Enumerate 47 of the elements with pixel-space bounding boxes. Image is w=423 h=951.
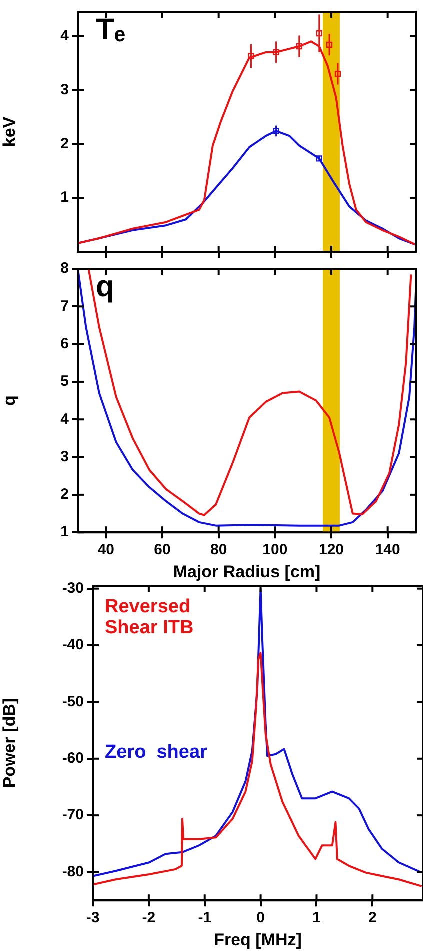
y-tick-label: 7	[60, 298, 69, 315]
point	[334, 70, 342, 78]
x-tick-label: -3	[86, 910, 100, 927]
y-tick-label: 6	[60, 335, 69, 352]
x-tick-label: 2	[368, 910, 377, 927]
x-tick-label: -2	[142, 910, 156, 927]
y-tick-label: 2	[60, 135, 69, 152]
text: Reversed Shear ITB	[105, 596, 194, 639]
y-tick-label: -30	[62, 580, 84, 597]
y-tick-label: 1	[60, 189, 69, 206]
x-tick-label: 1	[312, 910, 321, 927]
point	[248, 53, 254, 60]
y-tick-label: -50	[62, 693, 84, 710]
y-tick-label: 8	[60, 260, 69, 278]
x-tick-label: 100	[262, 542, 288, 559]
point	[316, 30, 322, 37]
y-axis-title: keV	[0, 116, 19, 148]
annotation: q	[96, 270, 114, 304]
x-tick-label: -1	[198, 910, 212, 927]
y-tick-label: 3	[60, 81, 69, 98]
y-tick-label: 3	[60, 448, 69, 466]
point	[316, 156, 322, 162]
y-tick-label: -80	[62, 863, 84, 880]
x-axis-title: Freq [MHz]	[214, 930, 302, 950]
x-tick-label: 0	[256, 910, 265, 927]
point	[273, 49, 280, 56]
x-axis-title: Major Radius [cm]	[173, 562, 321, 582]
y-tick-label: -70	[62, 806, 84, 824]
y-tick-label: -40	[62, 636, 84, 654]
point	[296, 43, 302, 50]
x-tick-label: 120	[318, 542, 344, 559]
x-tick-label: 140	[375, 542, 400, 559]
y-tick-label: 5	[60, 373, 69, 390]
text: Zero shear	[105, 742, 208, 764]
y-tick-label: 4	[60, 410, 70, 428]
y-tick-label: 1	[60, 524, 69, 541]
point	[273, 128, 280, 134]
x-tick-label: 40	[98, 542, 115, 559]
x-tick-label: 60	[154, 542, 171, 559]
point	[326, 42, 333, 48]
y-axis-title: q	[0, 396, 19, 406]
y-axis-title: Power [dB]	[0, 698, 19, 788]
y-tick-label: -60	[62, 750, 84, 768]
annotation: Tₑ	[96, 13, 126, 46]
y-tick-label: 4	[60, 27, 70, 44]
x-tick-label: 80	[210, 542, 228, 559]
y-tick-label: 2	[60, 486, 69, 504]
